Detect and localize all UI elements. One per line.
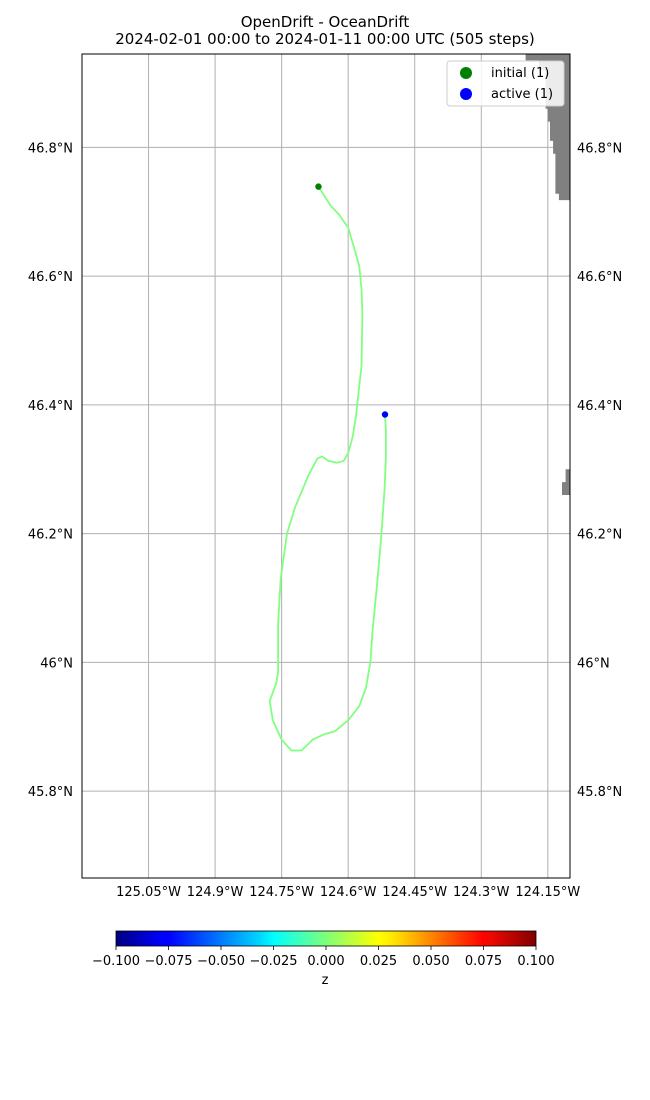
- colorbar-tick-label: 0.025: [360, 954, 397, 969]
- colorbar-tick-label: −0.075: [144, 954, 192, 969]
- colorbar: −0.100 −0.075 −0.050 −0.025 0.000 0.025 0.050 0…: [92, 930, 555, 988]
- lon-tick-label: 124.3°W: [453, 885, 510, 900]
- colorbar-tick-label: 0.075: [465, 954, 502, 969]
- lon-tick-label: 124.6°W: [320, 885, 377, 900]
- lat-tick-label-left: 46°N: [40, 656, 73, 671]
- trajectory-layer: [268, 185, 387, 752]
- lat-tick-label-right: 46°N: [577, 656, 610, 671]
- latitude-tick-labels: 46.8°N 46.8°N 46.6°N 46.6°N 46.4°N 46.4°N 46.2…: [28, 141, 622, 800]
- lat-tick-label-left: 46.6°N: [28, 270, 73, 285]
- legend: initial (1) active (1): [446, 60, 565, 107]
- lon-tick-label: 124.9°W: [187, 885, 244, 900]
- colorbar-gradient: [115, 930, 537, 947]
- map-frame: [81, 53, 571, 879]
- legend-active-label: active (1): [491, 87, 553, 102]
- longitude-tick-labels: 125.05°W 124.9°W 124.75°W 124.6°W 124.45°W 12…: [116, 885, 580, 900]
- initial-particle-marker: [315, 183, 322, 190]
- lon-tick-label: 124.45°W: [382, 885, 447, 900]
- colorbar-tick-label: 0.000: [307, 954, 344, 969]
- active-particle-marker: [381, 411, 389, 418]
- colorbar-ticks: −0.100 −0.075 −0.050 −0.025 0.000 0.025 0.050 0…: [92, 946, 555, 969]
- grid-lines: [82, 54, 570, 878]
- map-subtitle: 2024-02-01 00:00 to 2024-01-11 00:00 UTC…: [115, 30, 535, 48]
- lat-tick-label-right: 46.4°N: [577, 399, 622, 414]
- legend-initial-marker: [460, 67, 472, 79]
- lat-tick-label-right: 46.2°N: [577, 528, 622, 543]
- lon-tick-label: 125.05°W: [116, 885, 181, 900]
- colorbar-label: z: [322, 973, 329, 988]
- colorbar-tick-label: −0.050: [197, 954, 245, 969]
- drift-trajectory: [268, 185, 387, 752]
- colorbar-tick-label: −0.025: [249, 954, 297, 969]
- lat-tick-label-left: 45.8°N: [28, 785, 73, 800]
- lat-tick-label-left: 46.2°N: [28, 528, 73, 543]
- legend-box: [446, 60, 565, 107]
- lat-tick-label-right: 46.8°N: [577, 141, 622, 156]
- lon-tick-label: 124.75°W: [249, 885, 314, 900]
- lat-tick-label-right: 46.6°N: [577, 270, 622, 285]
- map-title: OpenDrift - OceanDrift: [241, 13, 410, 31]
- legend-active-marker: [460, 88, 472, 100]
- lat-tick-label-left: 46.8°N: [28, 141, 73, 156]
- legend-initial-label: initial (1): [491, 66, 549, 81]
- land-polygon: [562, 469, 570, 495]
- colorbar-tick-label: 0.050: [412, 954, 449, 969]
- colorbar-tick-label: −0.100: [92, 954, 140, 969]
- marker-layer: [315, 183, 389, 418]
- lon-tick-label: 124.15°W: [515, 885, 580, 900]
- lat-tick-label-right: 45.8°N: [577, 785, 622, 800]
- colorbar-tick-label: 0.100: [517, 954, 554, 969]
- lat-tick-label-left: 46.4°N: [28, 399, 73, 414]
